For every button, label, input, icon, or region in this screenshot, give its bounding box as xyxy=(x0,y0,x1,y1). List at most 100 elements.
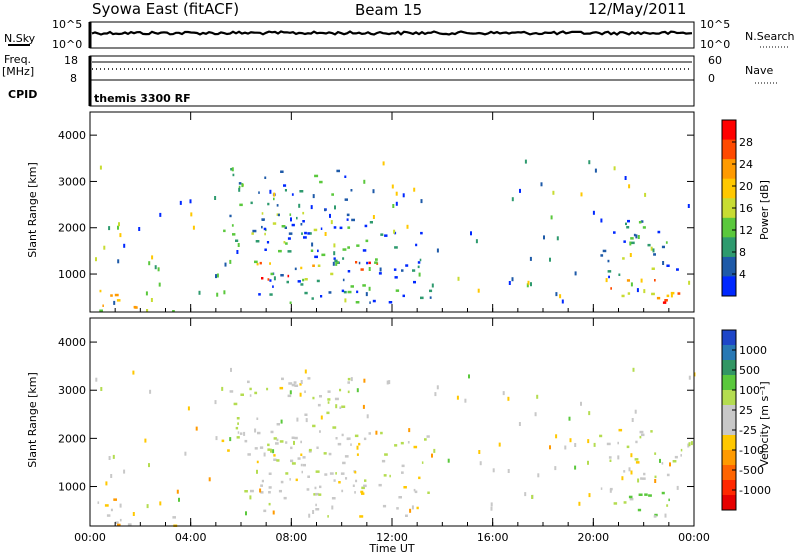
power-cell xyxy=(300,223,303,226)
power-cell xyxy=(552,190,555,195)
velocity-cell xyxy=(502,391,505,396)
power-cell xyxy=(358,261,361,265)
velocity-cell xyxy=(634,458,639,461)
velocity-colorbar-tick: 25 xyxy=(739,404,753,417)
power-cell xyxy=(314,174,319,178)
velocity-cell xyxy=(312,510,315,514)
power-cell xyxy=(333,226,337,229)
power-cell xyxy=(269,279,272,282)
velocity-cell xyxy=(354,434,359,438)
velocity-cell xyxy=(305,418,308,423)
power-cell xyxy=(158,282,161,287)
power-cell xyxy=(267,278,270,281)
power-colorbar-segment xyxy=(722,276,736,297)
velocity-cell xyxy=(368,432,371,435)
power-cell xyxy=(277,213,280,217)
power-cell xyxy=(229,214,232,218)
power-cell xyxy=(151,255,154,260)
velocity-frame xyxy=(89,317,695,527)
power-cell xyxy=(114,293,119,297)
velocity-cell xyxy=(405,514,408,517)
velocity-cell xyxy=(247,453,251,456)
power-cell xyxy=(574,271,577,276)
velocity-cell xyxy=(492,468,495,473)
velocity-colorbar-segment xyxy=(722,495,736,511)
power-cell xyxy=(150,298,153,302)
power-cell xyxy=(350,285,354,288)
power-cell xyxy=(420,199,423,204)
power-cell xyxy=(296,216,298,220)
power-cell xyxy=(145,291,148,296)
velocity-cell xyxy=(626,445,630,449)
velocity-cell xyxy=(366,414,369,419)
power-cell xyxy=(670,293,673,298)
velocity-cell xyxy=(574,465,577,470)
power-cell xyxy=(342,278,345,282)
velocity-cell xyxy=(478,450,481,454)
velocity-cell xyxy=(654,475,657,479)
velocity-cell xyxy=(294,384,299,387)
velocity-cell xyxy=(276,438,279,442)
velocity-cell xyxy=(364,479,367,482)
velocity-cell xyxy=(608,456,612,459)
velocity-cell xyxy=(688,375,691,380)
velocity-cell xyxy=(266,387,269,391)
velocity-cell xyxy=(106,514,111,517)
power-cell xyxy=(231,167,234,172)
power-cell xyxy=(154,265,157,270)
power-cell xyxy=(627,292,631,295)
nave-label: Nave xyxy=(745,64,773,77)
velocity-cell xyxy=(436,385,439,390)
power-cell xyxy=(304,231,307,235)
power-cell xyxy=(215,274,217,279)
power-cell xyxy=(302,278,305,282)
velocity-cell xyxy=(273,458,277,461)
power-cell xyxy=(324,208,327,212)
power-cell xyxy=(526,283,529,288)
velocity-cell xyxy=(245,511,247,516)
power-cell xyxy=(198,290,201,295)
velocity-cell xyxy=(289,478,291,481)
velocity-cell xyxy=(468,374,470,379)
velocity-cell xyxy=(644,493,648,496)
power-cell xyxy=(269,189,272,194)
power-cell xyxy=(630,237,634,240)
velocity-cell xyxy=(398,496,402,499)
power-colorbar-tick: 8 xyxy=(739,246,746,259)
velocity-cell xyxy=(389,474,391,478)
power-cell xyxy=(360,268,364,271)
power-cell xyxy=(291,223,295,227)
power-cell xyxy=(382,161,385,166)
velocity-cell xyxy=(327,515,329,518)
power-cell xyxy=(561,299,564,304)
power-cell xyxy=(238,185,241,189)
power-ytick-label: 4000 xyxy=(58,129,86,142)
velocity-cell xyxy=(490,502,493,507)
power-y-axis-label: Slant Range [km] xyxy=(26,162,39,258)
velocity-cell xyxy=(329,472,334,475)
velocity-cell xyxy=(401,471,404,474)
velocity-cell xyxy=(580,401,582,406)
velocity-cell xyxy=(639,435,642,439)
power-cell xyxy=(633,233,636,237)
freq-label-line2: [MHz] xyxy=(2,65,34,78)
power-cell xyxy=(273,192,276,197)
power-cell xyxy=(613,231,616,234)
power-cell xyxy=(347,246,350,249)
velocity-cell xyxy=(300,380,303,384)
velocity-cell xyxy=(184,451,187,456)
velocity-cell xyxy=(356,445,359,450)
velocity-cell xyxy=(618,428,623,432)
velocity-cell xyxy=(574,443,577,447)
power-cell xyxy=(687,204,690,208)
power-cell xyxy=(263,227,267,231)
power-cell xyxy=(314,255,318,259)
power-cell xyxy=(258,293,261,296)
power-cell xyxy=(406,224,409,229)
power-colorbar-segment xyxy=(722,120,736,141)
x-tick-label: 04:00 xyxy=(175,531,207,544)
velocity-cell xyxy=(315,470,320,473)
power-ytick-label: 3000 xyxy=(58,175,86,188)
velocity-cell xyxy=(119,503,122,508)
power-cell xyxy=(401,269,404,272)
